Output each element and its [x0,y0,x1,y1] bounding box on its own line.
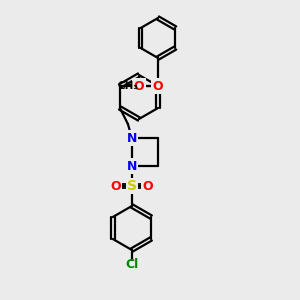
Text: N: N [127,160,137,172]
Text: N: N [127,131,137,145]
Text: CH₃: CH₃ [118,81,139,91]
Text: O: O [111,179,121,193]
Text: O: O [153,80,163,92]
Text: Cl: Cl [125,257,139,271]
Text: O: O [142,179,153,193]
Text: N: N [127,131,137,145]
Text: S: S [127,179,137,193]
Text: O: O [134,80,144,92]
